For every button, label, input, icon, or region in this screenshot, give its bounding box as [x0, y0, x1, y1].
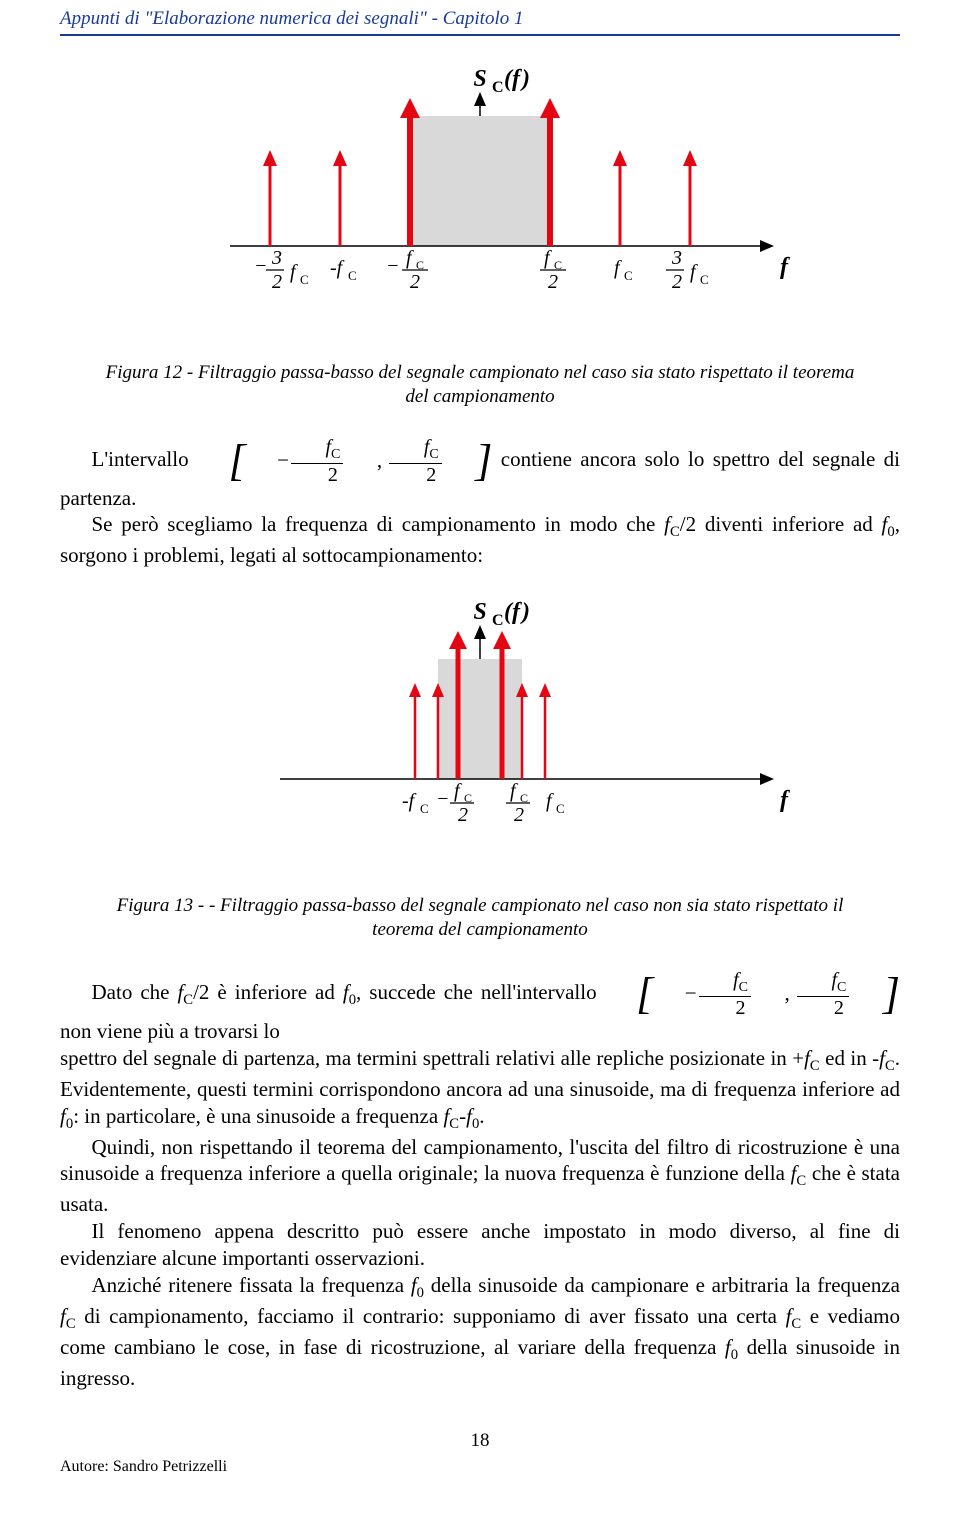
svg-text:): ): [520, 599, 530, 625]
para2b: /2 diventi inferiore ad: [680, 512, 882, 536]
svg-text:S: S: [473, 599, 486, 625]
para1-lead: L'intervallo: [92, 446, 197, 470]
svg-text:3: 3: [671, 247, 682, 269]
svg-text:f: f: [512, 66, 522, 92]
svg-text:-f: -f: [402, 790, 417, 812]
header-rule: [60, 34, 900, 36]
para3c: , succede che nell'intervallo: [356, 980, 605, 1004]
figure-13-caption: Figura 13 - - Filtraggio passa-basso del…: [100, 894, 860, 942]
svg-text:−: −: [254, 255, 268, 277]
para3b: /2 è inferiore ad: [193, 980, 343, 1004]
interval-symbol-2: [ − fC2 , fC2 ]: [605, 970, 900, 1018]
svg-text:f: f: [780, 254, 790, 280]
svg-text:f: f: [510, 780, 518, 802]
svg-text:f: f: [614, 257, 622, 279]
svg-text:S: S: [473, 66, 486, 92]
svg-text:2: 2: [272, 271, 282, 293]
footer-author: Autore: Sandro Petrizzelli: [60, 1458, 900, 1476]
figure-12-caption: Figura 12 - Filtraggio passa-basso del s…: [100, 361, 860, 409]
svg-text:3: 3: [271, 247, 282, 269]
svg-text:f: f: [690, 261, 698, 283]
running-header: Appunti di "Elaborazione numerica dei se…: [60, 0, 900, 34]
svg-text:f: f: [780, 787, 790, 813]
svg-text:f: f: [454, 780, 462, 802]
svg-text:C: C: [300, 272, 309, 287]
figure-12-spectrum-diagram: S C ( f ): [160, 56, 800, 341]
svg-text:2: 2: [514, 804, 524, 826]
para2a: Se però scegliamo la frequenza di campio…: [92, 512, 665, 536]
svg-text:): ): [520, 66, 530, 92]
svg-text:f: f: [406, 247, 414, 269]
svg-text:2: 2: [458, 804, 468, 826]
svg-text:C: C: [700, 272, 709, 287]
svg-text:f: f: [290, 261, 298, 283]
para3d: non viene più a trovarsi lo: [60, 1019, 280, 1043]
svg-text:-f: -f: [330, 257, 345, 279]
svg-text:2: 2: [672, 271, 682, 293]
para3a: Dato che: [92, 980, 178, 1004]
svg-text:C: C: [556, 801, 565, 816]
paragraph-aliasing-consequence: Dato che fC/2 è inferiore ad f0, succede…: [60, 970, 900, 1392]
svg-text:−: −: [386, 255, 400, 277]
svg-text:C: C: [492, 79, 504, 96]
svg-text:C: C: [624, 268, 633, 283]
svg-text:f: f: [512, 599, 522, 625]
svg-text:f: f: [544, 247, 552, 269]
svg-text:C: C: [420, 801, 429, 816]
page: Appunti di "Elaborazione numerica dei se…: [0, 0, 960, 1516]
para6: Il fenomeno appena descritto può essere …: [60, 1218, 900, 1272]
svg-text:2: 2: [410, 271, 420, 293]
paragraph-interval-contains-spectrum: L'intervallo [ − fC2 , fC2 ] contiene an…: [60, 437, 900, 570]
figure-13-spectrum-diagram: S C ( f ) -f C: [160, 589, 800, 874]
interval-symbol-1: [ − fC2 , fC2 ]: [197, 437, 492, 485]
svg-text:−: −: [436, 788, 450, 810]
svg-text:2: 2: [548, 271, 558, 293]
svg-text:f: f: [546, 790, 554, 812]
svg-text:C: C: [348, 268, 357, 283]
svg-text:C: C: [492, 612, 504, 629]
